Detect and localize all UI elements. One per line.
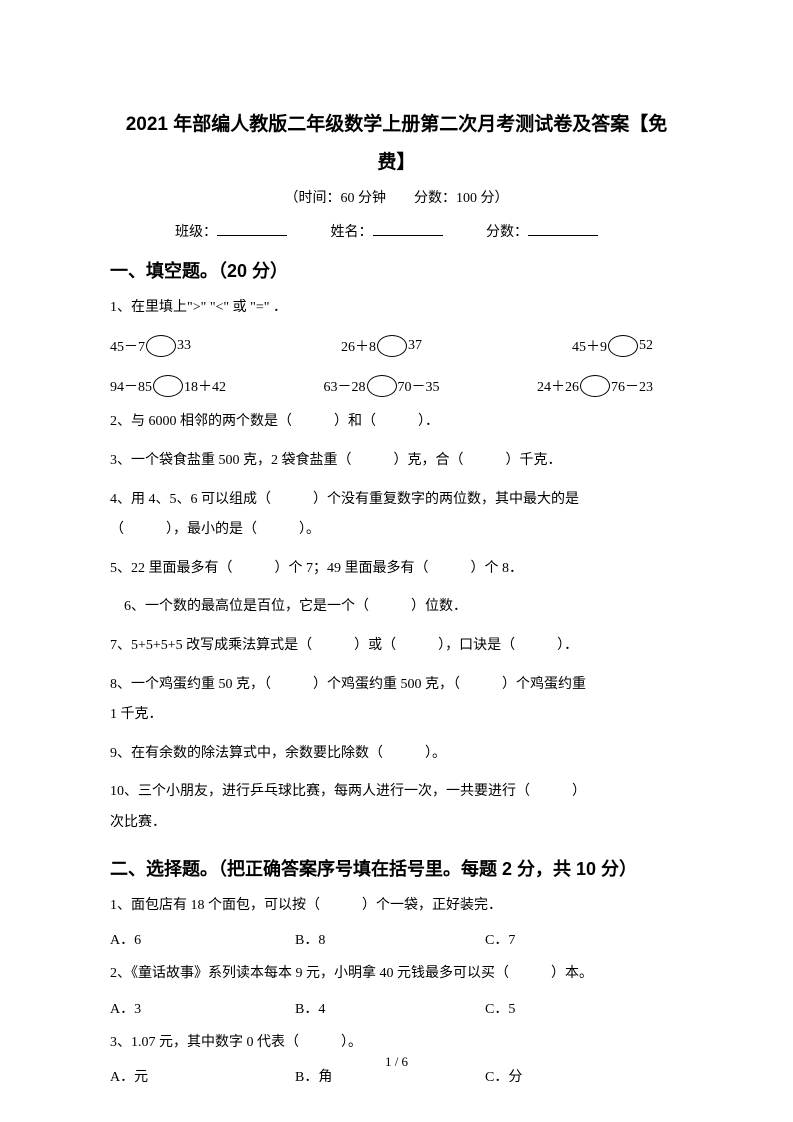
score-label: 分数：	[486, 225, 528, 240]
ellipse-blank	[580, 375, 610, 397]
option-b: B．8	[295, 929, 485, 949]
option-a: A．6	[110, 929, 295, 949]
compare-1b-right: 37	[408, 338, 422, 354]
option-a: A．3	[110, 998, 295, 1018]
question-1-4-line1: 4、用 4、5、6 可以组成（ ）个没有重复数字的两位数，其中最大的是	[110, 487, 683, 514]
compare-2b: 63－28 70－35	[324, 375, 440, 397]
time-score-info: （时间：60 分钟 分数：100 分）	[110, 187, 683, 207]
compare-1a-left: 45－7	[110, 336, 145, 356]
comparison-row-2: 94－85 18＋42 63－28 70－35 24＋26 76－23	[110, 375, 683, 397]
compare-1a: 45－7 33	[110, 335, 191, 357]
question-1-6: 6、一个数的最高位是百位，它是一个（ ）位数．	[110, 594, 683, 621]
compare-1c: 45＋9 52	[572, 335, 653, 357]
compare-2a-left: 94－85	[110, 376, 152, 396]
name-label: 姓名：	[331, 225, 373, 240]
compare-1b-left: 26＋8	[341, 336, 376, 356]
class-label: 班级：	[175, 225, 217, 240]
compare-2c-right: 76－23	[611, 376, 653, 396]
compare-2b-right: 70－35	[398, 376, 440, 396]
option-c: C．7	[485, 929, 515, 949]
question-1-7: 7、5+5+5+5 改写成乘法算式是（ ）或（ ），口诀是（ ）．	[110, 633, 683, 660]
section-2-title: 二、选择题。（把正确答案序号填在括号里。每题 2 分，共 10 分）	[110, 855, 683, 881]
section-1-title: 一、填空题。（20 分）	[110, 257, 683, 283]
question-2-2: 2、《童话故事》系列读本每本 9 元，小明拿 40 元钱最多可以买（ ）本。	[110, 961, 683, 988]
ellipse-blank	[367, 375, 397, 397]
option-c: C．5	[485, 998, 515, 1018]
title-line-2: 费】	[110, 147, 683, 174]
comparison-row-1: 45－7 33 26＋8 37 45＋9 52	[110, 335, 683, 357]
ellipse-blank	[608, 335, 638, 357]
question-1-8-line1: 8、一个鸡蛋约重 50 克，（ ）个鸡蛋约重 500 克，（ ）个鸡蛋约重	[110, 672, 683, 699]
option-b: B．4	[295, 998, 485, 1018]
ellipse-blank	[377, 335, 407, 357]
ellipse-blank	[153, 375, 183, 397]
question-1-2: 2、与 6000 相邻的两个数是（ ）和（ ）．	[110, 409, 683, 436]
ellipse-blank	[146, 335, 176, 357]
compare-1c-right: 52	[639, 338, 653, 354]
compare-2b-left: 63－28	[324, 376, 366, 396]
compare-1b: 26＋8 37	[341, 335, 422, 357]
question-1-5: 5、22 里面最多有（ ）个 7；49 里面最多有（ ）个 8．	[110, 556, 683, 583]
question-1-9: 9、在有余数的除法算式中，余数要比除数（ ）。	[110, 741, 683, 768]
student-info-row: 班级： 姓名： 分数：	[110, 221, 683, 241]
question-1-4-line2: （ ），最小的是（ ）。	[110, 517, 683, 544]
question-1-1: 1、在里填上">" "<" 或 "=" ．	[110, 295, 683, 322]
question-2-1-options: A．6 B．8 C．7	[110, 929, 683, 949]
question-1-3: 3、一个袋食盐重 500 克，2 袋食盐重（ ）克，合（ ）千克．	[110, 448, 683, 475]
compare-1a-right: 33	[177, 338, 191, 354]
question-2-1: 1、面包店有 18 个面包，可以按（ ）个一袋，正好装完．	[110, 893, 683, 920]
question-2-3: 3、1.07 元，其中数字 0 代表（ ）。	[110, 1030, 683, 1057]
score-blank	[528, 222, 598, 236]
question-1-10-line2: 次比赛．	[110, 810, 683, 837]
class-blank	[217, 222, 287, 236]
compare-2c-left: 24＋26	[537, 376, 579, 396]
compare-2a-right: 18＋42	[184, 376, 226, 396]
title-line-1: 2021 年部编人教版二年级数学上册第二次月考测试卷及答案【免	[110, 105, 683, 145]
compare-1c-left: 45＋9	[572, 336, 607, 356]
question-1-8-line2: 1 千克．	[110, 702, 683, 729]
compare-2c: 24＋26 76－23	[537, 375, 653, 397]
question-2-2-options: A．3 B．4 C．5	[110, 998, 683, 1018]
question-1-10-line1: 10、三个小朋友，进行乒乓球比赛，每两人进行一次，一共要进行（ ）	[110, 779, 683, 806]
name-blank	[373, 222, 443, 236]
page-number: 1 / 6	[0, 1054, 793, 1070]
compare-2a: 94－85 18＋42	[110, 375, 226, 397]
